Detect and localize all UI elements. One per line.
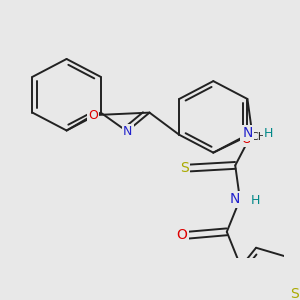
- Text: O: O: [176, 228, 187, 242]
- Text: O: O: [242, 133, 251, 146]
- Text: N: N: [123, 125, 133, 138]
- Text: S: S: [290, 286, 299, 300]
- Text: N: N: [242, 126, 253, 140]
- Text: H: H: [263, 128, 273, 140]
- Text: S: S: [180, 161, 189, 175]
- Text: H: H: [251, 194, 261, 207]
- Text: CH₃: CH₃: [251, 132, 272, 142]
- Text: N: N: [230, 193, 240, 206]
- Text: O: O: [88, 109, 98, 122]
